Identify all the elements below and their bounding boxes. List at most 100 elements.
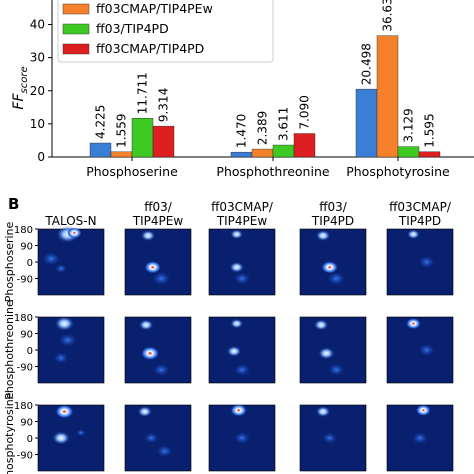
heatmap-density-spot xyxy=(313,319,329,331)
bar xyxy=(355,88,378,158)
column-header: ff03/ xyxy=(144,200,173,214)
bar xyxy=(293,133,316,158)
heatmap-density-spot xyxy=(418,256,435,268)
x-tick-label: Phosphoserine xyxy=(86,164,178,179)
heatmap-density-spot xyxy=(42,252,60,266)
x-tick-label: Phosphotyrosine xyxy=(346,164,450,179)
heatmap-panel: B TALOS-Nff03/TIP4PEwff03CMAP/TIP4PEwff0… xyxy=(3,195,454,474)
heatmap-cell xyxy=(299,404,367,472)
heatmap-density-spot xyxy=(418,344,435,356)
bar-value-label: 4.225 xyxy=(94,105,108,139)
y-tick-label: 10 xyxy=(30,117,45,131)
column-header: TIP4PEw xyxy=(132,214,184,228)
heatmap-cell xyxy=(208,228,276,296)
heatmap-density-spot xyxy=(407,229,420,240)
heatmap-density-spot xyxy=(144,261,161,274)
row-label: Phosphoserine xyxy=(3,221,16,302)
legend-frame xyxy=(57,0,274,63)
legend-swatch xyxy=(62,3,90,15)
heatmap-density-spot xyxy=(230,404,247,417)
heatmap-density-spot xyxy=(328,363,345,376)
bar xyxy=(418,151,441,158)
bar-series xyxy=(89,35,441,158)
bar-value-label: 3.129 xyxy=(402,108,416,142)
heatmap-y-ticks: 180 90 0 -90 180 90 0 -90 180 90 0 -90 xyxy=(14,225,38,462)
heatmap-cell xyxy=(124,316,192,384)
heatmap-density-spot xyxy=(54,316,74,331)
heatmap-density-spot xyxy=(315,406,331,417)
heatmap-cell xyxy=(386,316,454,384)
bar-value-label: 1.559 xyxy=(115,113,129,147)
heatmap-cell xyxy=(37,225,105,296)
heatmap-cell xyxy=(124,404,192,472)
heatmap-density-spot xyxy=(138,319,154,331)
heatmap-density-spot xyxy=(230,229,244,240)
heatmap-density-spot xyxy=(156,445,173,458)
heatmap-cells xyxy=(37,225,454,472)
heatmap-background xyxy=(208,228,276,296)
bar-value-label: 36.63 xyxy=(381,0,395,32)
column-header: ff03/ xyxy=(319,200,348,214)
heatmap-density-spot xyxy=(226,345,242,357)
heatmap-tick-label: 180 xyxy=(14,225,33,236)
bar xyxy=(89,142,112,158)
heatmap-density-spot xyxy=(152,271,171,286)
x-tick-label: Phosphothreonine xyxy=(216,164,329,179)
heatmap-tick-label: 90 xyxy=(20,330,33,341)
heatmap-cell xyxy=(299,316,367,384)
bar xyxy=(376,35,399,158)
legend-label: ff03CMAP/TIP4PD xyxy=(96,41,204,56)
column-header: TIP4PD xyxy=(398,214,441,228)
heatmap-tick-label: -90 xyxy=(17,451,33,462)
heatmap-density-spot xyxy=(53,352,69,364)
bar-value-labels: 4.225 1.470 20.498 1.559 2.389 36.63 11.711 3.6… xyxy=(94,0,437,148)
heatmap-density-spot xyxy=(153,363,170,376)
y-axis-label: FFscore xyxy=(11,66,30,109)
bar-value-label: 1.595 xyxy=(423,113,437,147)
heatmap-density-spot xyxy=(55,264,68,274)
heatmap-tick-label: 0 xyxy=(27,258,33,269)
heatmap-density-spot xyxy=(318,347,335,360)
heatmap-density-spot xyxy=(144,432,159,444)
heatmap-density-spot xyxy=(322,432,337,444)
bar-value-label: 11.711 xyxy=(136,72,150,114)
heatmap-density-spot xyxy=(234,432,250,444)
bar xyxy=(272,144,295,158)
heatmap-density-spot xyxy=(140,230,156,241)
heatmap-cell xyxy=(386,404,454,472)
heatmap-density-spot xyxy=(416,404,431,416)
heatmap-density-spot xyxy=(52,431,70,445)
heatmap-cell xyxy=(124,228,192,296)
column-header: ff03CMAP/ xyxy=(211,200,274,214)
heatmap-background xyxy=(37,404,105,472)
heatmap-density-spot xyxy=(234,272,250,285)
column-header: TIP4PD xyxy=(311,214,354,228)
bar-value-label: 7.090 xyxy=(298,95,312,129)
legend: ff03CMAP/TIP4PEw ff03/TIP4PD ff03CMAP/TIP4… xyxy=(57,0,274,63)
heatmap-tick-label: 180 xyxy=(14,313,33,324)
heatmap-density-spot xyxy=(58,333,77,347)
heatmap-cell xyxy=(37,316,105,384)
bar-value-label: 20.498 xyxy=(360,43,374,85)
bar xyxy=(230,151,253,158)
bar-chart-panel: 0 10 20 30 40 4.225 1.470 20.498 1.559 2.389 36.6… xyxy=(11,0,474,179)
heatmap-background xyxy=(124,228,192,296)
heatmap-cell xyxy=(208,404,276,472)
heatmap-tick-label: 90 xyxy=(20,418,33,429)
heatmap-tick-label: 0 xyxy=(27,434,33,445)
heatmap-tick-label: 90 xyxy=(20,242,33,253)
heatmap-row-labels: PhosphoserinePhosphothreoninePhosphotyro… xyxy=(3,221,16,474)
heatmap-density-spot xyxy=(406,318,421,329)
row-label: Phosphothreonine xyxy=(3,300,16,400)
heatmap-density-spot xyxy=(327,271,346,286)
heatmap-density-spot xyxy=(234,363,250,376)
legend-swatch xyxy=(62,23,90,35)
heatmap-density-spot xyxy=(67,227,82,239)
bar xyxy=(251,148,274,158)
heatmap-cell xyxy=(37,404,105,472)
bar xyxy=(397,146,420,158)
y-axis-ticks: 0 10 20 30 40 xyxy=(30,18,52,164)
legend-swatch xyxy=(62,43,90,55)
bar xyxy=(131,118,154,158)
